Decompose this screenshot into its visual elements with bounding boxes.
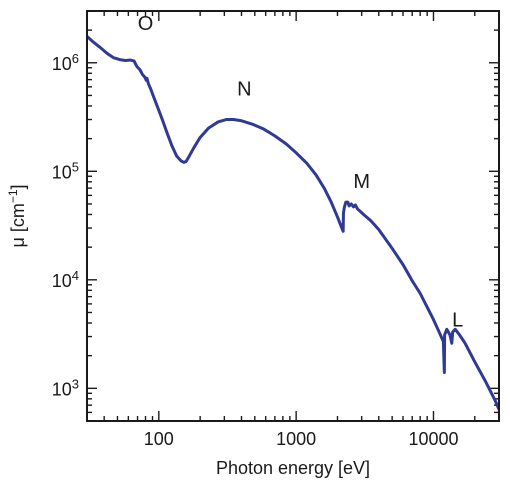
y-tick-label: 106	[52, 50, 79, 74]
x-tick-label: 10000	[408, 429, 458, 449]
tick-labels: 100 1000 10000 103 104 105 106	[52, 50, 459, 449]
y-tick-label: 105	[52, 159, 79, 183]
x-tick-label: 1000	[276, 429, 316, 449]
y-axis-label: μ [cm−1]	[6, 184, 28, 247]
edge-label: M	[353, 171, 370, 193]
y-tick-label: 104	[52, 267, 79, 291]
plot-frame	[86, 10, 500, 422]
y-tick-label: 103	[52, 376, 79, 400]
edge-label: N	[237, 78, 251, 100]
edge-label: L	[452, 310, 463, 332]
edge-annotations: O N M L	[138, 13, 464, 332]
series-line	[87, 34, 499, 411]
x-axis-label: Photon energy [eV]	[216, 458, 370, 478]
x-tick-label: 100	[144, 429, 174, 449]
edge-label: O	[138, 13, 154, 35]
axis-ticks	[86, 10, 500, 422]
